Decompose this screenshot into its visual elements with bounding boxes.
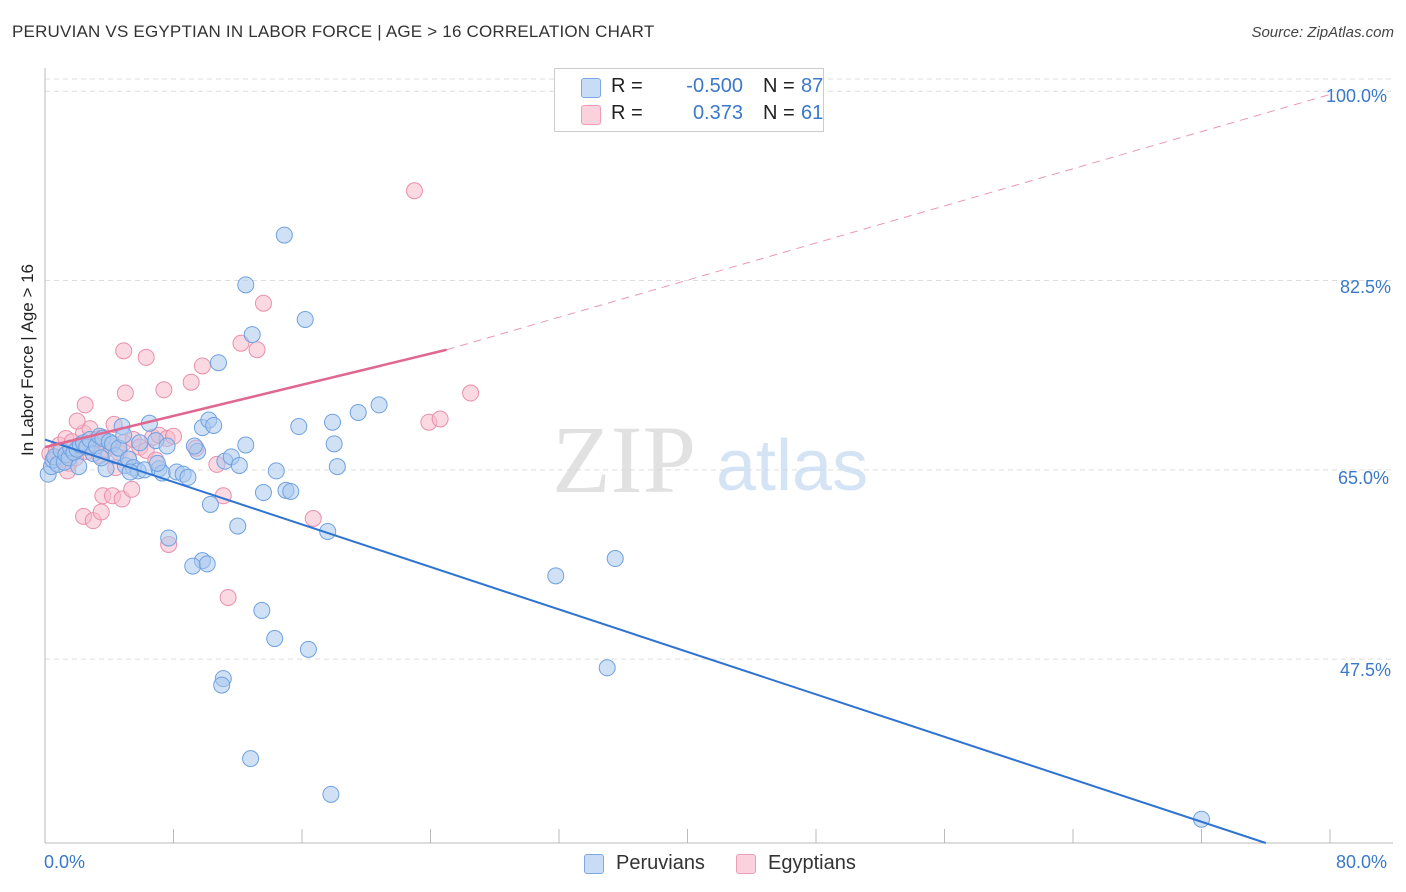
grid-lines bbox=[45, 78, 1393, 660]
peruvian-point bbox=[322, 785, 340, 803]
legend-r-value: 0.373 bbox=[692, 102, 743, 124]
peruvian-point bbox=[230, 456, 248, 474]
legend-r-label: R = bbox=[611, 102, 643, 124]
legend-n-label: N = bbox=[763, 102, 795, 124]
peruvian-point bbox=[319, 522, 337, 540]
peruvian-point bbox=[237, 436, 255, 454]
peruvian-point bbox=[328, 458, 346, 476]
peruvian-point bbox=[229, 517, 247, 535]
peruvian-point bbox=[547, 567, 565, 585]
peruvian-point bbox=[282, 482, 300, 500]
peruvian-point bbox=[243, 326, 261, 344]
egyptian-trend-line bbox=[44, 348, 447, 449]
peruvian-point bbox=[370, 396, 388, 414]
peruvian-point bbox=[266, 630, 284, 648]
bottom-legend-swatch-peruvians bbox=[584, 854, 604, 874]
legend-r-label: R = bbox=[611, 75, 643, 97]
peruvian-point bbox=[324, 413, 342, 431]
peruvian-point bbox=[254, 484, 272, 502]
egyptian-point bbox=[76, 396, 94, 414]
peruvian-point bbox=[253, 601, 271, 619]
y-tick-label: 47.5% bbox=[1340, 660, 1392, 680]
trend-lines bbox=[44, 93, 1331, 844]
peruvian-point bbox=[160, 529, 178, 547]
y-tick-label: 65.0% bbox=[1338, 468, 1390, 488]
peruvian-point bbox=[299, 640, 317, 658]
peruvian-point bbox=[275, 226, 293, 244]
legend-swatch-egyptians bbox=[581, 105, 601, 125]
peruvian-point bbox=[148, 454, 166, 472]
peruvian-point bbox=[242, 750, 260, 768]
egyptian-trend-extension bbox=[446, 93, 1331, 351]
egyptian-point bbox=[182, 373, 200, 391]
legend-swatch-peruvians bbox=[581, 78, 601, 98]
egyptian-point bbox=[248, 341, 266, 359]
egyptian-point bbox=[254, 294, 272, 312]
egyptian-point bbox=[219, 588, 237, 606]
legend-n-value: 61 bbox=[801, 102, 824, 124]
egyptian-point bbox=[116, 384, 134, 402]
peruvian-point bbox=[296, 310, 314, 328]
peruvian-point bbox=[213, 676, 231, 694]
peruvian-point bbox=[205, 416, 223, 434]
peruvian-point bbox=[70, 458, 88, 476]
egyptian-point bbox=[193, 357, 211, 375]
peruvian-point bbox=[158, 437, 176, 455]
peruvian-points bbox=[39, 226, 1210, 828]
egyptian-point bbox=[405, 182, 423, 200]
peruvian-point bbox=[606, 550, 624, 568]
watermark-zip: ZIP bbox=[552, 406, 696, 513]
egyptian-point bbox=[137, 348, 155, 366]
peruvian-point bbox=[267, 462, 285, 480]
x-axis-max-label: 80.0% bbox=[1336, 852, 1388, 872]
peruvian-point bbox=[184, 557, 202, 575]
correlation-legend: R = -0.500 N = 87 R = 0.373 N = 61 bbox=[554, 68, 824, 132]
x-axis-min-label: 0.0% bbox=[44, 852, 86, 872]
watermark-atlas: atlas bbox=[716, 426, 868, 506]
peruvian-point bbox=[290, 418, 308, 436]
chart-title: PERUVIAN VS EGYPTIAN IN LABOR FORCE | AG… bbox=[12, 22, 655, 41]
legend-n-value: 87 bbox=[801, 75, 824, 97]
peruvian-point bbox=[131, 434, 149, 452]
y-axis-label: In Labor Force | Age > 16 bbox=[18, 263, 37, 456]
bottom-legend-label-peruvians: Peruvians bbox=[616, 852, 705, 874]
peruvian-point bbox=[201, 495, 219, 513]
legend-r-value: -0.500 bbox=[686, 75, 743, 97]
egyptian-point bbox=[115, 342, 133, 360]
egyptian-point bbox=[123, 480, 141, 498]
bottom-legend-label-egyptians: Egyptians bbox=[768, 852, 856, 874]
egyptian-point bbox=[232, 334, 250, 352]
peruvian-point bbox=[349, 403, 367, 421]
bottom-legend-swatch-egyptians bbox=[736, 854, 756, 874]
peruvian-point bbox=[237, 276, 255, 294]
egyptian-point bbox=[462, 384, 480, 402]
peruvian-point bbox=[198, 555, 216, 573]
source-label: Source: ZipAtlas.com bbox=[1251, 24, 1394, 41]
legend-n-label: N = bbox=[763, 75, 795, 97]
peruvian-point bbox=[185, 437, 203, 455]
egyptian-point bbox=[304, 509, 322, 527]
peruvian-point bbox=[598, 659, 616, 677]
egyptian-point bbox=[431, 410, 449, 428]
peruvian-point bbox=[325, 435, 343, 453]
peruvian-point bbox=[179, 468, 197, 486]
peruvian-point bbox=[209, 354, 227, 372]
y-tick-label: 100.0% bbox=[1326, 86, 1388, 106]
peruvian-trend-line bbox=[44, 438, 1267, 844]
egyptian-point bbox=[155, 381, 173, 399]
egyptian-point bbox=[68, 412, 86, 430]
egyptian-point bbox=[92, 503, 110, 521]
y-tick-label: 82.5% bbox=[1340, 277, 1392, 297]
